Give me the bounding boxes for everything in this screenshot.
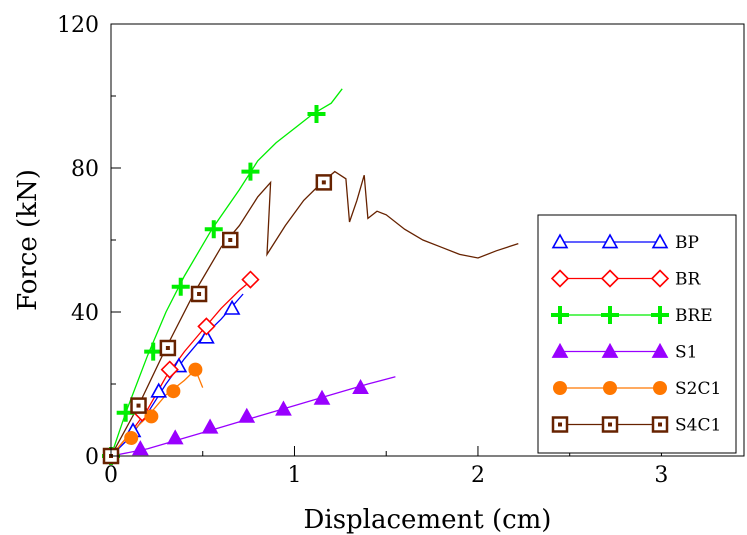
data-point-br (160, 360, 179, 379)
legend-marker-bp (601, 233, 619, 249)
x-tick-label: 2 (471, 463, 485, 488)
data-point-bre (204, 220, 223, 239)
data-point-s4c1-dot (228, 238, 233, 242)
legend-marker-s4c1-dot (558, 422, 562, 427)
data-point-s2c1 (166, 384, 181, 399)
series-line-s4c1 (110, 170, 519, 457)
x-axis-title: Displacement (cm) (304, 505, 552, 535)
legend-marker-s4c1 (651, 416, 669, 433)
data-point-s2c1 (188, 362, 203, 377)
data-point-s1 (313, 389, 331, 405)
legend-label-bp: BP (675, 233, 699, 253)
series-lines (110, 88, 519, 457)
tick-labels: 0 1 2 3 0 40 80 120 (57, 13, 668, 488)
legend-marker-s4c1-dot (658, 422, 662, 427)
data-point-bre (171, 277, 190, 296)
data-point-s1 (238, 407, 256, 423)
data-point-s4c1 (222, 231, 239, 249)
y-axis-title: Force (kN) (13, 169, 43, 311)
data-point-bre (144, 342, 163, 361)
series-line-s1 (110, 376, 396, 457)
data-point-s1 (166, 429, 184, 445)
legend-marker-br (550, 269, 570, 288)
legend-marker-bp (551, 233, 569, 249)
data-point-s4c1 (130, 397, 147, 414)
legend: BP BR BRE S1 S2C1 S4C1 (537, 214, 737, 454)
legend-box (537, 214, 737, 454)
legend-marker-br (650, 269, 670, 288)
data-point-s4c1-dot (136, 403, 141, 408)
data-point-br (241, 270, 260, 289)
y-tick-label: 40 (71, 301, 99, 326)
legend-marker-s2c1 (653, 381, 667, 395)
data-point-s4c1-dot (321, 180, 326, 185)
data-point-bre (116, 403, 135, 422)
legend-marker-br (600, 269, 620, 288)
legend-marker-s2c1 (603, 381, 617, 395)
legend-marker-bp (651, 233, 669, 249)
legend-marker-s1 (651, 342, 669, 358)
legend-label-bre: BRE (675, 306, 713, 326)
legend-marker-bre (551, 306, 569, 324)
legend-marker-s4c1 (601, 416, 619, 433)
legend-label-br: BR (675, 270, 701, 290)
data-point-s2c1 (124, 431, 139, 445)
data-point-bp (150, 382, 168, 398)
y-tick-label: 120 (57, 13, 99, 38)
data-point-br (197, 317, 216, 336)
legend-label-s2c1: S2C1 (675, 379, 721, 399)
y-tick-label: 0 (85, 445, 99, 470)
series-markers (101, 105, 369, 466)
legend-marker-bre (651, 306, 669, 324)
data-point-bre (241, 162, 260, 181)
legend-marker-s4c1 (551, 416, 569, 433)
legend-marker-s4c1-dot (608, 422, 612, 427)
data-point-s1 (201, 418, 219, 434)
data-point-s1 (352, 378, 369, 395)
data-point-s2c1 (144, 409, 159, 424)
data-point-s4c1-dot (165, 346, 170, 350)
data-point-s1 (131, 440, 149, 456)
data-point-bp (223, 299, 241, 315)
data-point-s4c1 (315, 174, 333, 191)
legend-label-s1: S1 (675, 343, 697, 363)
series-line-br (110, 279, 253, 457)
legend-marker-s1 (551, 342, 569, 358)
legend-marker-s1 (601, 342, 619, 358)
legend-marker-bre (601, 306, 619, 324)
x-tick-label: 1 (287, 463, 301, 488)
data-point-bp (198, 328, 215, 344)
legend-label-s4c1: S4C1 (675, 416, 721, 436)
data-point-bre (307, 105, 326, 123)
x-tick-label: 0 (104, 463, 118, 488)
data-point-s4c1-dot (197, 292, 202, 296)
y-tick-label: 80 (71, 157, 99, 182)
plot-frame (110, 23, 745, 457)
data-point-s4c1 (190, 285, 208, 303)
legend-marker-s2c1 (553, 381, 567, 395)
data-point-s1 (275, 400, 292, 416)
x-tick-label: 3 (654, 463, 668, 488)
data-point-s4c1 (159, 339, 177, 357)
